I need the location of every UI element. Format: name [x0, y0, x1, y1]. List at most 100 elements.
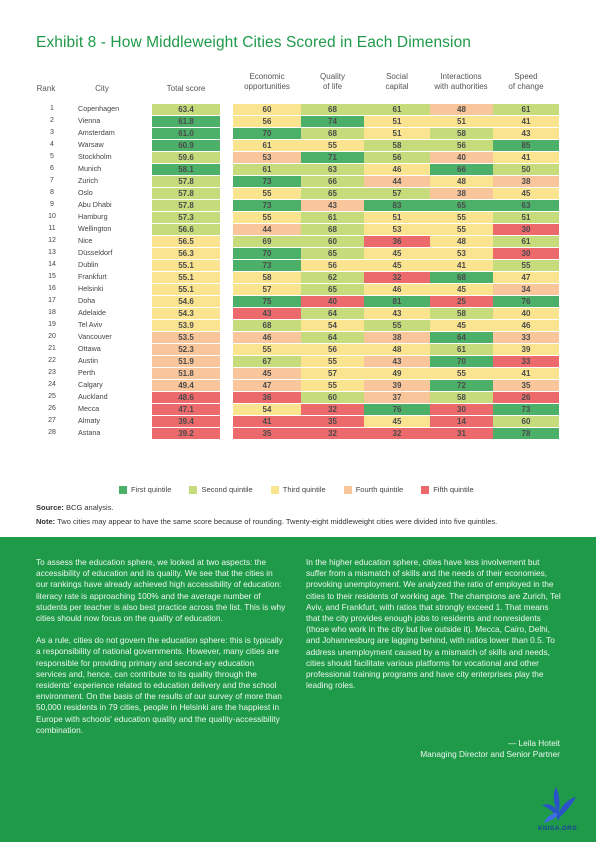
quality-cell: 56 [301, 343, 364, 355]
rank-cell: 26 [48, 405, 56, 412]
speed-cell: 76 [493, 295, 559, 307]
interactions-cell: 70 [430, 355, 493, 367]
city-cell: Helsinki [78, 284, 104, 293]
economic-cell: 57 [233, 283, 301, 295]
total-score-cell: 57.8 [152, 199, 220, 211]
quality-cell: 71 [301, 151, 364, 163]
signature-role: Managing Director and Senior Partner [420, 749, 560, 760]
economic-cell: 45 [233, 367, 301, 379]
economic-cell: 46 [233, 331, 301, 343]
city-cell: Calgary [78, 380, 103, 389]
total-score-cell: 51.8 [152, 367, 220, 379]
speed-cell: 55 [493, 259, 559, 271]
social-cell: 48 [364, 343, 430, 355]
rank-cell: 23 [48, 369, 56, 376]
rank-cell: 12 [48, 237, 56, 244]
rank-cell: 18 [48, 309, 56, 316]
city-cell: Zurich [78, 176, 98, 185]
quality-cell: 66 [301, 175, 364, 187]
total-score-cell: 53.5 [152, 331, 220, 343]
table-row: 4 Warsaw 60.9 61 55 58 56 85 [0, 139, 596, 151]
city-cell: Frankfurt [78, 272, 107, 281]
economic-cell: 58 [233, 271, 301, 283]
interactions-cell: 25 [430, 295, 493, 307]
table-row: 8 Oslo 57.8 55 65 57 38 45 [0, 187, 596, 199]
speed-cell: 73 [493, 403, 559, 415]
interactions-cell: 30 [430, 403, 493, 415]
economic-cell: 69 [233, 235, 301, 247]
rank-cell: 5 [50, 153, 54, 160]
social-cell: 32 [364, 271, 430, 283]
total-score-cell: 60.9 [152, 139, 220, 151]
interactions-cell: 55 [430, 367, 493, 379]
city-cell: Amsterdam [78, 128, 115, 137]
legend-label: Second quintile [201, 485, 253, 494]
rank-cell: 22 [48, 357, 56, 364]
rank-cell: 2 [50, 117, 54, 124]
city-cell: Ottawa [78, 344, 101, 353]
social-cell: 83 [364, 199, 430, 211]
legend-label: Fifth quintile [433, 485, 474, 494]
total-score-cell: 52.3 [152, 343, 220, 355]
total-score-cell: 56.5 [152, 235, 220, 247]
table-row: 19 Tel Aviv 53.9 68 54 55 45 46 [0, 319, 596, 331]
city-cell: Tel Aviv [78, 320, 103, 329]
city-cell: Hamburg [78, 212, 108, 221]
city-cell: Vancouver [78, 332, 112, 341]
legend-label: Fourth quintile [355, 485, 404, 494]
quality-cell: 32 [301, 427, 364, 439]
interactions-cell: 48 [430, 103, 493, 115]
legend-item: Fourth quintile [343, 485, 404, 494]
speed-cell: 33 [493, 355, 559, 367]
rank-cell: 7 [50, 177, 54, 184]
interactions-cell: 56 [430, 139, 493, 151]
social-cell: 37 [364, 391, 430, 403]
legend: First quintile Second quintile Third quint… [119, 485, 492, 494]
economic-cell: 36 [233, 391, 301, 403]
legend-swatch [343, 485, 352, 494]
total-score-cell: 63.4 [152, 103, 220, 115]
table-row: 2 Vienna 61.8 56 74 51 51 41 [0, 115, 596, 127]
economic-cell: 73 [233, 199, 301, 211]
social-cell: 46 [364, 163, 430, 175]
table-row: 17 Doha 54.6 75 40 81 25 76 [0, 295, 596, 307]
note-label: Note: [36, 517, 56, 526]
economic-cell: 61 [233, 139, 301, 151]
social-cell: 61 [364, 103, 430, 115]
table-row: 7 Zurich 57.8 73 66 44 48 38 [0, 175, 596, 187]
header-speed: Speed of change [493, 72, 559, 92]
table-row: 21 Ottawa 52.3 55 56 48 61 39 [0, 343, 596, 355]
speed-cell: 41 [493, 367, 559, 379]
quality-cell: 62 [301, 271, 364, 283]
header-total: Total score [166, 84, 206, 93]
speed-cell: 60 [493, 415, 559, 427]
speed-cell: 35 [493, 379, 559, 391]
header-economic: Economic opportunities [233, 72, 301, 92]
total-score-cell: 39.2 [152, 427, 220, 439]
economic-cell: 67 [233, 355, 301, 367]
speed-cell: 46 [493, 319, 559, 331]
rank-cell: 1 [50, 105, 54, 112]
social-cell: 51 [364, 115, 430, 127]
city-cell: Perth [78, 368, 96, 377]
social-cell: 36 [364, 235, 430, 247]
quality-cell: 65 [301, 283, 364, 295]
rank-cell: 3 [50, 129, 54, 136]
interactions-cell: 58 [430, 391, 493, 403]
right-paragraph-1: In the higher education sphere, cities h… [306, 557, 561, 691]
interactions-cell: 31 [430, 427, 493, 439]
quality-cell: 60 [301, 235, 364, 247]
table-row: 13 Düsseldorf 56.3 70 65 45 53 30 [0, 247, 596, 259]
speed-cell: 61 [493, 235, 559, 247]
rank-cell: 8 [50, 189, 54, 196]
rank-cell: 25 [48, 393, 56, 400]
social-cell: 55 [364, 319, 430, 331]
legend-swatch [189, 485, 198, 494]
economic-cell: 55 [233, 211, 301, 223]
table-row: 18 Adelaide 54.3 43 64 43 58 40 [0, 307, 596, 319]
quality-cell: 65 [301, 187, 364, 199]
speed-cell: 34 [493, 283, 559, 295]
economic-cell: 43 [233, 307, 301, 319]
header-economic-line1: Economic [249, 72, 285, 81]
interactions-cell: 14 [430, 415, 493, 427]
